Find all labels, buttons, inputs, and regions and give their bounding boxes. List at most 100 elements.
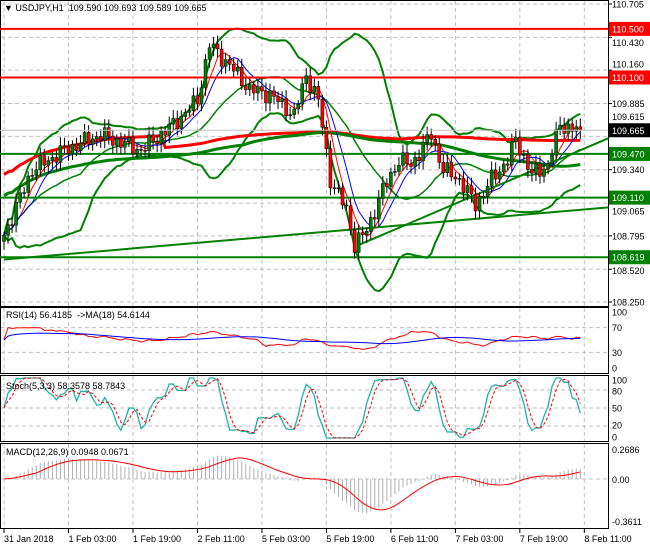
candle-body: [477, 196, 482, 212]
candle-body: [123, 141, 127, 148]
price-axis-label: 108.520: [612, 266, 645, 276]
candle-body: [115, 138, 119, 146]
stoch-axis-label: 80: [612, 387, 622, 397]
ma-red: [3, 130, 581, 176]
candle-body: [562, 124, 566, 134]
panel-frame-1: [0, 307, 609, 374]
candle-body: [70, 144, 75, 154]
candle-body: [50, 157, 55, 161]
candle-body: [514, 136, 518, 143]
candle-body: [191, 95, 196, 111]
candle-body: [127, 137, 131, 142]
candle-body: [256, 86, 260, 94]
candle-body: [441, 162, 446, 173]
candle-body: [119, 138, 123, 148]
candle-body: [38, 155, 43, 171]
candle-body: [530, 169, 534, 174]
bollinger-upper: [3, 27, 581, 236]
candle-body: [570, 123, 574, 132]
rsi-line: [3, 327, 581, 350]
candle-body: [107, 127, 111, 137]
low-value: 109.589: [138, 3, 172, 13]
time-axis-label: 7 Feb 03:00: [455, 534, 503, 544]
candle-body: [94, 136, 99, 140]
candle-body: [397, 165, 401, 172]
candle-body: [248, 84, 252, 90]
candle-body: [240, 67, 244, 86]
candle-body: [497, 171, 502, 180]
stoch-title: Stoch(5,3,3) 58.3578 58.7843: [6, 381, 126, 391]
candle-body: [425, 134, 429, 143]
candle-body: [139, 149, 143, 151]
candle-body: [558, 124, 562, 131]
candle-body: [506, 163, 510, 166]
candle-body: [288, 114, 292, 117]
time-axis-label: 2 Feb 11:00: [197, 534, 244, 544]
candle-body: [449, 162, 454, 178]
candle-body: [175, 118, 180, 130]
candle-body: [227, 59, 232, 65]
rsi-ma-line: [3, 332, 581, 345]
candle-body: [300, 83, 304, 105]
candle-body: [143, 150, 147, 152]
candle-body: [82, 132, 87, 144]
candle-body: [252, 84, 256, 94]
ma-20: [3, 76, 581, 236]
price-axis-label: 108.795: [612, 231, 645, 241]
candle-body: [534, 163, 538, 174]
candle-body: [42, 155, 47, 166]
candle-body: [485, 186, 490, 197]
candle-body: [373, 217, 377, 220]
time-axis-label: 8 Feb 11:00: [584, 534, 631, 544]
candle-body: [223, 59, 228, 67]
candle-body: [280, 98, 284, 102]
candle-body: [393, 171, 397, 173]
candle-body: [260, 86, 264, 92]
candle-body: [465, 185, 470, 193]
stoch-signal-line: [3, 377, 581, 439]
candle-body: [405, 152, 409, 165]
candle-body: [14, 201, 18, 226]
candle-body: [199, 87, 204, 105]
candle-body: [574, 126, 579, 132]
price-axis-label: 109.885: [612, 99, 645, 109]
candle-body: [344, 204, 349, 207]
macd-axis-label: -0.3611: [612, 517, 642, 527]
level-tag: [609, 21, 650, 36]
candle-body: [203, 59, 208, 89]
candle-body: [179, 116, 184, 130]
time-axis-label: 31 Jan 2018: [4, 534, 54, 544]
candle-body: [316, 86, 321, 100]
panel-frame-3: [0, 443, 609, 529]
stoch-axis-label: 50: [612, 404, 622, 414]
candle-body: [296, 103, 300, 110]
candle-body: [413, 156, 417, 167]
candle-body: [461, 178, 466, 193]
rsi-axis-label: 100: [612, 308, 627, 318]
candle-body: [417, 156, 421, 161]
candle-body: [26, 175, 30, 193]
candle-body: [207, 47, 212, 60]
ma-green: [3, 130, 581, 198]
stoch-axis-label: 0: [612, 433, 617, 443]
candle-body: [131, 137, 135, 154]
candle-body: [526, 154, 530, 170]
candle-body: [566, 123, 570, 134]
level-tag: [609, 146, 650, 161]
candle-body: [292, 108, 296, 115]
candle-body: [352, 229, 357, 253]
candle-body: [340, 187, 345, 206]
candle-body: [445, 162, 450, 173]
candle-body: [489, 169, 494, 187]
candle-body: [381, 183, 385, 199]
candle-body: [348, 205, 353, 231]
close-value: 109.665: [173, 3, 207, 13]
macd-axis-label: 0.2686: [612, 445, 640, 455]
candle-body: [10, 224, 14, 226]
stoch-axis-label: 20: [612, 421, 622, 431]
current-price-label: 109.665: [612, 126, 645, 136]
candle-body: [377, 198, 381, 220]
candle-body: [54, 157, 59, 163]
candle-body: [308, 75, 313, 93]
